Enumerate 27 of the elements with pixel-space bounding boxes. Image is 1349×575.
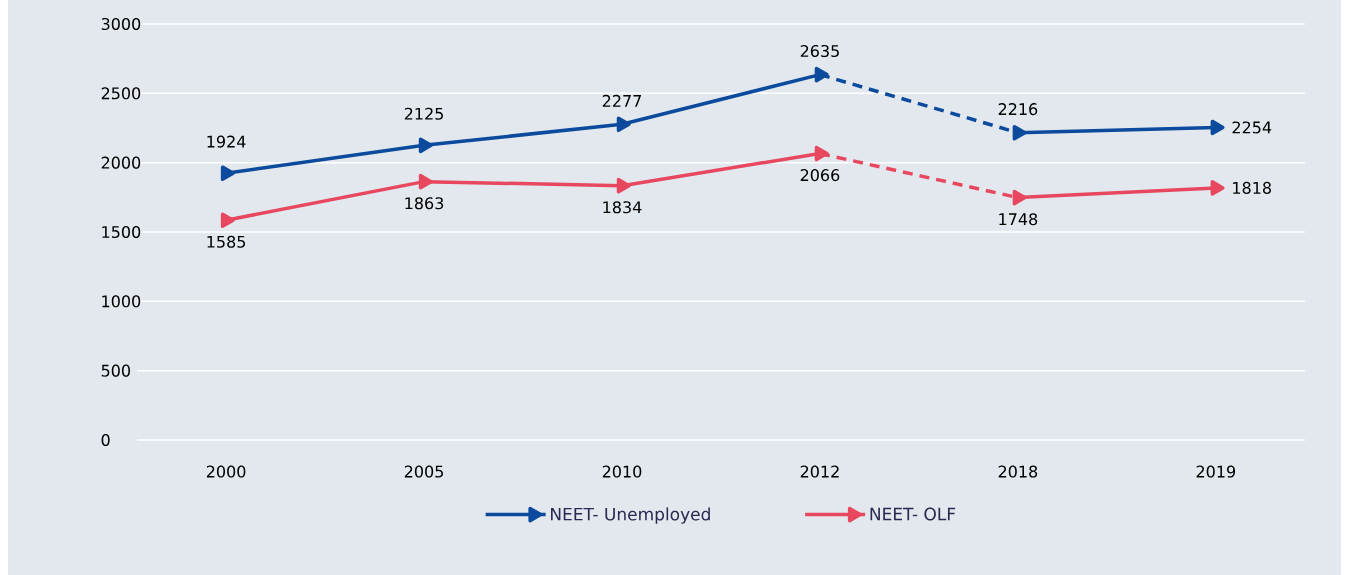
data-label: 2066 [800, 169, 840, 182]
y-tick-label: 3000 [101, 17, 141, 31]
y-tick-label: 0 [101, 433, 110, 447]
data-label: 2125 [404, 107, 443, 120]
data-label: 1818 [1233, 181, 1271, 194]
legend-label: NEET- OLF [870, 507, 956, 521]
x-tick-label: 2012 [800, 465, 839, 478]
x-tick-label: 2019 [1196, 465, 1236, 478]
y-tick-label: 1500 [102, 225, 141, 239]
data-label: 1924 [207, 135, 246, 148]
data-label: 1834 [603, 201, 642, 214]
x-tick-label: 2000 [206, 465, 246, 478]
y-tick-label: 2500 [101, 87, 141, 100]
data-label: 1748 [999, 213, 1038, 226]
data-label: 2216 [998, 103, 1038, 116]
y-tick-label: 1000 [102, 295, 141, 308]
y-tick-label: 500 [101, 364, 131, 377]
y-tick-label: 2000 [101, 156, 141, 169]
data-label: 1585 [207, 235, 246, 248]
legend-label: NEET- Unemployed [551, 507, 710, 524]
data-label: 2277 [602, 94, 641, 107]
x-tick-label: 2005 [404, 465, 443, 478]
data-label: 1863 [405, 197, 444, 210]
data-label: 2254 [1232, 121, 1272, 134]
x-tick-label: 2018 [998, 465, 1038, 478]
data-label: 2635 [800, 44, 839, 58]
x-tick-label: 2010 [602, 465, 642, 478]
